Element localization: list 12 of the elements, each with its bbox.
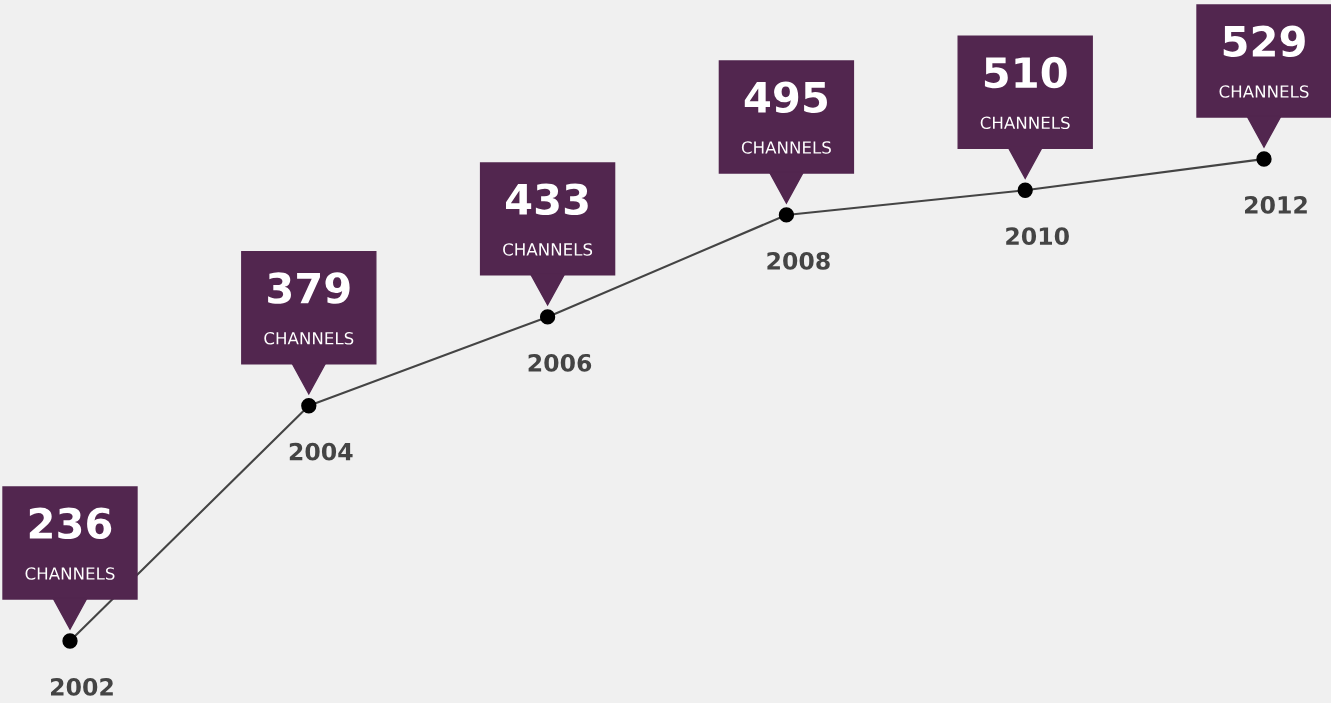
- x-tick-label: 2010: [1006, 227, 1069, 246]
- x-tick-label: 2012: [1245, 195, 1307, 214]
- x-tick-label: 2004: [289, 442, 353, 461]
- data-label: 236 CHANNELS: [25, 507, 115, 580]
- x-tick-label: 2002: [51, 677, 113, 696]
- x-tick-label: 2008: [767, 251, 830, 270]
- data-label: 529 CHANNELS: [1219, 25, 1309, 98]
- data-label: 510 CHANNELS: [980, 56, 1070, 130]
- x-tick-label: 2006: [528, 353, 592, 372]
- data-label: 495 CHANNELS: [741, 81, 831, 154]
- data-label: 433 CHANNELS: [503, 183, 593, 256]
- data-label: 379 CHANNELS: [264, 272, 354, 345]
